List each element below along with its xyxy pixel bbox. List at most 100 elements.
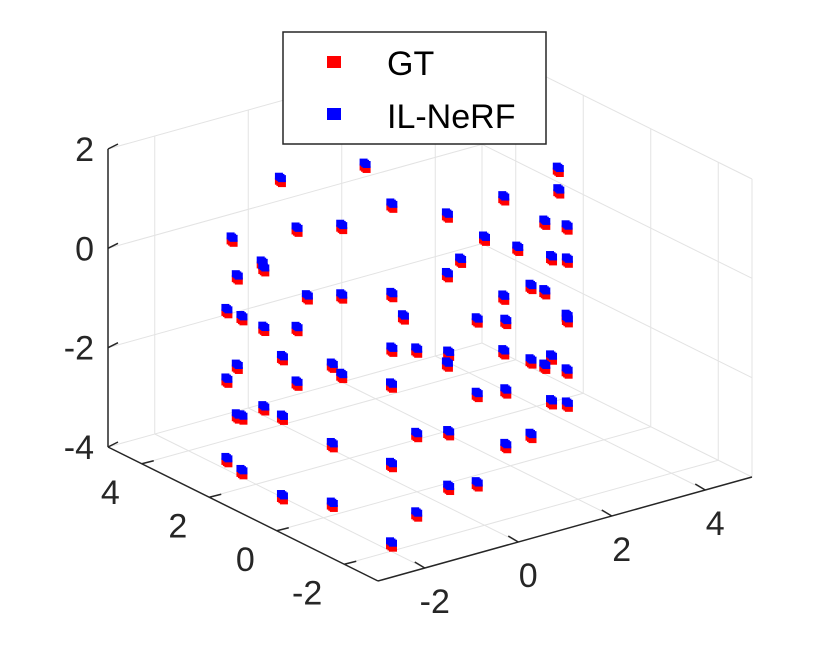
point-il-nerf — [564, 399, 573, 407]
point-gt — [503, 446, 512, 454]
point-il-nerf — [542, 287, 551, 295]
point-il-nerf — [261, 403, 270, 411]
x-tick — [414, 561, 426, 569]
x-tick — [601, 509, 613, 517]
y-tick — [209, 493, 222, 498]
point-gt — [414, 350, 423, 358]
point-il-nerf — [339, 291, 348, 299]
point-gt — [414, 514, 423, 522]
point-gt — [294, 329, 303, 337]
grid-line — [107, 143, 483, 249]
tick-labels: -4 -2 0 2 -2 0 2 4 -2 0 2 4 — [64, 131, 725, 621]
point-gt — [389, 544, 397, 552]
point-il-nerf — [229, 234, 238, 242]
point-il-nerf — [239, 313, 248, 321]
point-il-nerf — [224, 375, 233, 383]
point-il-nerf — [239, 412, 248, 420]
grid-line — [154, 433, 425, 569]
point-gt — [261, 408, 270, 416]
point-gt — [329, 365, 338, 373]
point-il-nerf — [224, 306, 233, 314]
point-gt — [294, 229, 303, 237]
point-il-nerf — [277, 175, 286, 183]
point-il-nerf — [294, 378, 303, 386]
z-tick-label: -2 — [64, 330, 94, 368]
point-gt — [239, 318, 248, 326]
grid-line — [481, 243, 753, 379]
point-gt — [339, 227, 348, 235]
point-gt — [564, 404, 573, 412]
x-axis-line — [377, 476, 753, 582]
point-il-nerf — [549, 397, 558, 405]
point-il-nerf — [501, 193, 510, 201]
point-gt — [444, 215, 453, 223]
x-tick — [507, 535, 519, 543]
point-il-nerf — [279, 492, 288, 500]
grid-line — [435, 355, 706, 491]
point-il-nerf — [444, 359, 453, 367]
point-il-nerf — [474, 479, 483, 487]
point-gt — [389, 385, 397, 393]
point-il-nerf — [564, 366, 573, 374]
point-gt — [389, 349, 398, 357]
grid-line — [276, 426, 651, 532]
point-gt — [234, 366, 243, 374]
point-il-nerf — [446, 348, 455, 356]
point-il-nerf — [528, 431, 537, 439]
x-tick — [694, 483, 706, 491]
point-gt — [564, 371, 573, 379]
point-gt — [261, 329, 270, 337]
point-il-nerf — [224, 455, 233, 463]
x-tick-label: 0 — [519, 557, 538, 595]
point-il-nerf — [389, 460, 397, 468]
point-gt — [279, 358, 288, 366]
point-il-nerf — [555, 165, 564, 173]
point-il-nerf — [389, 290, 398, 298]
point-gt — [474, 320, 483, 328]
point-gt — [555, 170, 564, 177]
point-il-nerf — [528, 356, 537, 364]
axes — [107, 143, 753, 582]
point-gt — [389, 465, 397, 473]
legend-label-il-nerf: IL-NeRF — [387, 98, 515, 136]
point-il-nerf — [446, 483, 455, 491]
legend-label-gt: GT — [387, 45, 434, 83]
point-gt — [294, 383, 303, 391]
point-il-nerf — [259, 258, 268, 266]
grid-line — [248, 407, 519, 543]
point-il-nerf — [414, 509, 423, 517]
point-il-nerf — [279, 412, 288, 420]
point-gt — [482, 238, 490, 246]
y-tick — [344, 560, 357, 565]
point-gt — [549, 258, 558, 266]
point-il-nerf — [446, 428, 455, 436]
point-il-nerf — [503, 386, 512, 394]
point-il-nerf — [501, 347, 510, 355]
x-tick-label: 2 — [612, 531, 631, 569]
z-tick-label: 0 — [75, 230, 94, 268]
point-il-nerf — [503, 441, 512, 449]
point-il-nerf — [503, 317, 512, 325]
point-gt — [446, 433, 455, 441]
z-tick-label: -4 — [64, 429, 94, 467]
y-tick-label: 0 — [236, 541, 255, 579]
data-points — [221, 123, 573, 552]
grid-line — [344, 459, 719, 565]
point-gt — [444, 275, 453, 283]
point-il-nerf — [339, 222, 348, 230]
point-gt — [501, 352, 510, 360]
legend-marker-gt — [327, 56, 341, 68]
point-gt — [304, 297, 313, 305]
legend-marker-il-nerf — [327, 108, 341, 120]
point-il-nerf — [564, 255, 573, 263]
legend: GT IL-NeRF — [282, 31, 547, 145]
grid-line — [107, 243, 483, 349]
point-il-nerf — [542, 361, 551, 369]
point-gt — [549, 357, 558, 365]
point-il-nerf — [389, 539, 397, 547]
point-gt — [339, 296, 348, 304]
point-il-nerf — [279, 353, 288, 361]
point-gt — [474, 395, 483, 403]
point-gt — [239, 417, 248, 425]
